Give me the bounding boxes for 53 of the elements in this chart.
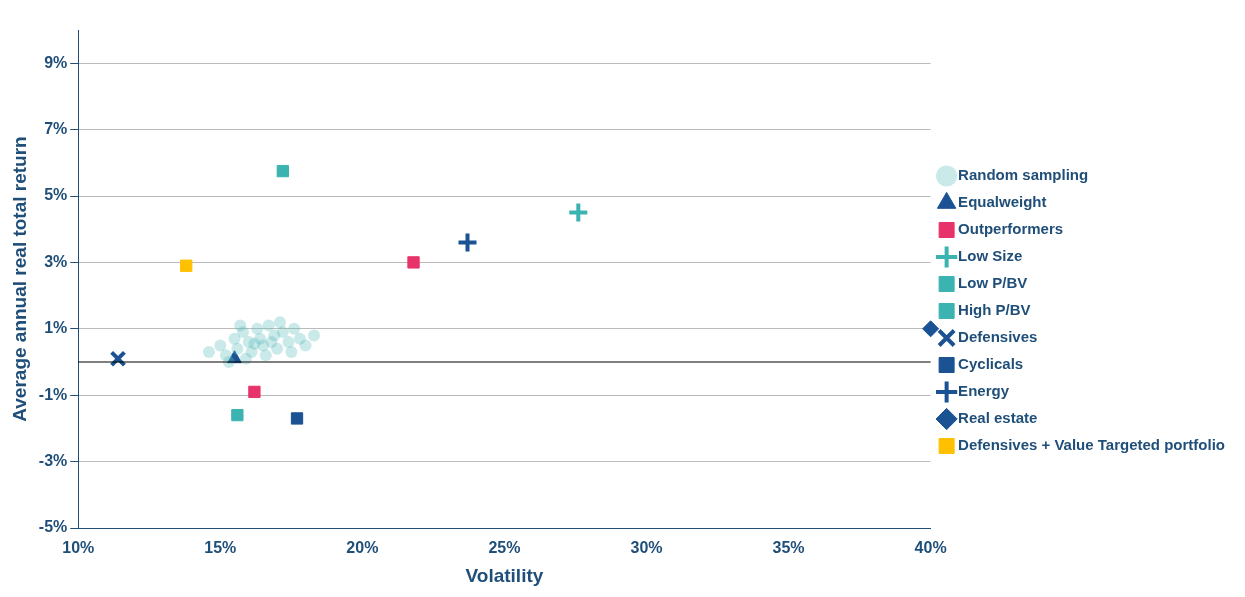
point [276, 164, 289, 178]
point [299, 339, 312, 352]
y-tick-label: -3% [38, 452, 68, 470]
point [214, 339, 227, 352]
x-axis-title: Volatility [465, 564, 544, 586]
legend-label: Defensives + Value Targeted portfolio [958, 436, 1226, 454]
legend-label: Outperformers [958, 220, 1064, 238]
y-tick-label: -1% [38, 385, 68, 403]
point [202, 346, 215, 359]
x-tick-label: 35% [772, 539, 805, 557]
x-tick-label: 15% [204, 539, 237, 557]
legend-label: Real estate [958, 409, 1038, 427]
legend-label: Energy [958, 382, 1010, 400]
x-tick-label: 20% [346, 539, 379, 557]
point [231, 408, 244, 422]
legend-label: High P/BV [958, 301, 1031, 319]
y-axis-title: Average annual real total return [8, 136, 30, 422]
legend-label: Low Size [958, 247, 1023, 265]
y-tick-label: 5% [44, 186, 68, 204]
x-tick-label: 10% [62, 539, 95, 557]
point [922, 320, 940, 338]
point [407, 256, 420, 269]
point [308, 329, 321, 342]
point [285, 346, 298, 359]
point [276, 326, 289, 339]
point [282, 336, 295, 349]
y-tick-label: 7% [44, 120, 68, 138]
x-tick-label: 25% [488, 539, 521, 557]
point [262, 319, 275, 332]
point [456, 231, 479, 254]
y-tick-label: 9% [44, 53, 68, 71]
point [180, 259, 193, 272]
legend-label: Cyclicals [958, 355, 1024, 373]
point [234, 319, 247, 332]
point [231, 342, 244, 355]
legend-label: Defensives [958, 328, 1038, 346]
point [248, 337, 261, 350]
point [290, 412, 304, 425]
x-tick-label: 30% [630, 539, 663, 557]
point [273, 316, 286, 329]
legend-label: Low P/BV [958, 274, 1028, 292]
point [259, 349, 272, 362]
y-tick-label: 3% [44, 252, 68, 270]
point [248, 385, 261, 399]
y-tick-label: -5% [38, 518, 68, 536]
legend-label: Equalweight [958, 193, 1047, 211]
x-tick-label: 40% [914, 539, 947, 557]
point [251, 322, 264, 335]
y-tick-label: 1% [44, 319, 68, 337]
point [265, 336, 278, 349]
legend-label: Random sampling [958, 166, 1089, 184]
point [567, 201, 590, 224]
point [288, 322, 301, 335]
